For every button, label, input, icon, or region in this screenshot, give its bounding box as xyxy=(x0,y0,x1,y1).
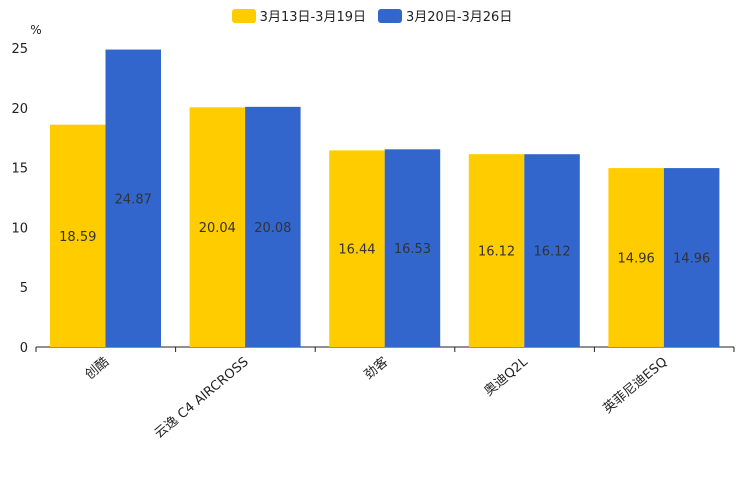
bar-series-1[interactable] xyxy=(608,168,664,347)
data-label: 14.96 xyxy=(673,252,710,267)
x-tick-label: 英菲尼迪ESQ xyxy=(601,355,671,417)
bar-series-2[interactable] xyxy=(384,149,441,347)
data-label: 16.53 xyxy=(394,242,431,257)
legend-swatch-series-2 xyxy=(378,8,402,23)
x-tick-label: 劲客 xyxy=(361,354,391,383)
legend-item-series-1[interactable]: 3月13日-3月19日 xyxy=(231,6,366,25)
y-tick-label: 25 xyxy=(11,42,28,57)
y-tick-label: 20 xyxy=(11,102,28,117)
bar-series-1[interactable] xyxy=(189,107,246,348)
y-tick-label: 0 xyxy=(20,341,28,356)
data-label: 24.87 xyxy=(115,192,152,207)
data-label: 18.59 xyxy=(59,230,96,245)
bar-series-2[interactable] xyxy=(663,168,720,347)
y-tick-label: 10 xyxy=(11,221,28,236)
x-tick-label: 创酷 xyxy=(83,355,113,383)
data-label: 16.12 xyxy=(478,245,515,260)
bar-series-1[interactable] xyxy=(329,150,385,347)
data-label: 20.04 xyxy=(199,221,236,236)
legend-item-series-2[interactable]: 3月20日-3月26日 xyxy=(378,6,512,25)
legend-label-series-1: 3月13日-3月19日 xyxy=(259,10,366,25)
y-axis-label: % xyxy=(30,23,41,37)
bar-series-2[interactable] xyxy=(105,49,162,347)
data-label: 14.96 xyxy=(618,252,655,267)
y-tick-label: 15 xyxy=(11,162,28,177)
y-tick-label: 5 xyxy=(20,281,28,296)
data-label: 16.12 xyxy=(533,245,570,260)
bar-series-1[interactable] xyxy=(468,154,525,347)
x-tick-label: 奥迪Q2L xyxy=(482,354,532,399)
x-tick-label: 云逸 C4 AIRCROSS xyxy=(152,355,252,442)
legend-label-series-2: 3月20日-3月26日 xyxy=(406,10,513,25)
data-label: 20.08 xyxy=(254,221,291,236)
data-label: 16.44 xyxy=(338,243,375,258)
bar-series-1[interactable] xyxy=(50,124,106,347)
legend: 3月13日-3月19日 3月20日-3月26日 xyxy=(0,6,744,25)
bar-series-2[interactable] xyxy=(524,154,580,347)
legend-swatch-series-1 xyxy=(231,8,256,23)
bar-series-2[interactable] xyxy=(245,106,301,347)
